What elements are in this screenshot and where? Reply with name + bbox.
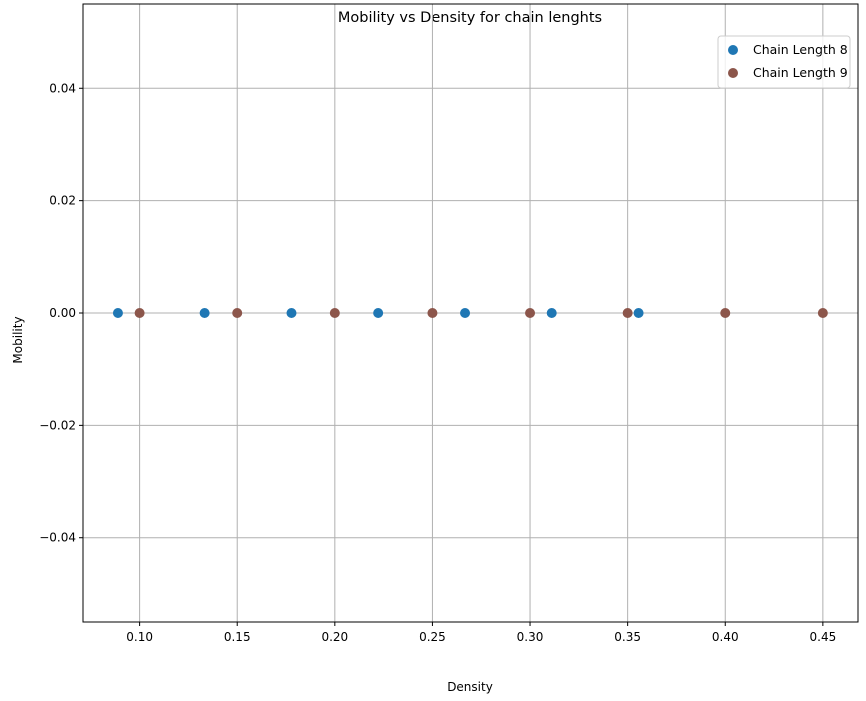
chart-title: Mobility vs Density for chain lenghts: [338, 10, 602, 26]
legend-marker-chain-length-9: [728, 68, 738, 78]
x-tick-label: 0.45: [810, 630, 837, 644]
x-axis-label: Density: [447, 680, 493, 694]
data-point-series-1: [546, 308, 557, 318]
x-tick-label: 0.10: [126, 630, 153, 644]
data-point-series-2: [720, 308, 731, 318]
legend: Chain Length 8 Chain Length 9: [717, 35, 851, 89]
data-point-series-2: [525, 308, 536, 318]
data-point-series-2: [622, 308, 633, 318]
data-point-series-2: [232, 308, 243, 318]
x-tick-label: 0.20: [321, 630, 348, 644]
y-tick-label: 0.02: [49, 194, 76, 208]
legend-box: [717, 35, 851, 89]
data-point-series-2: [134, 308, 145, 318]
x-tick-label: 0.40: [712, 630, 739, 644]
y-tick-label: −0.02: [39, 418, 76, 432]
y-axis-ticks: −0.04 −0.02 0.00 0.02 0.04: [39, 81, 83, 545]
data-point-series-1: [112, 308, 123, 318]
data-point-series-2: [329, 308, 340, 318]
data-point-series-1: [286, 308, 297, 318]
grid-lines: [83, 4, 858, 622]
data-point-series-1: [373, 308, 384, 318]
data-point-series-2: [817, 308, 828, 318]
x-tick-label: 0.15: [224, 630, 251, 644]
x-tick-label: 0.30: [517, 630, 544, 644]
x-axis-ticks: 0.10 0.15 0.20 0.25 0.30 0.35 0.40 0.45: [126, 622, 836, 644]
y-tick-label: −0.04: [39, 531, 76, 545]
data-points: [112, 308, 828, 318]
y-axis-label: Mobility: [11, 316, 25, 363]
y-tick-label: 0.04: [49, 81, 76, 95]
x-tick-label: 0.35: [614, 630, 641, 644]
data-point-series-1: [633, 308, 644, 318]
data-point-series-1: [199, 308, 210, 318]
legend-marker-chain-length-8: [728, 45, 738, 55]
legend-label-chain-length-9: Chain Length 9: [753, 65, 848, 80]
x-tick-label: 0.25: [419, 630, 446, 644]
data-point-series-1: [460, 308, 471, 318]
y-tick-label: 0.00: [49, 306, 76, 320]
data-point-series-2: [427, 308, 438, 318]
legend-label-chain-length-8: Chain Length 8: [753, 42, 848, 57]
